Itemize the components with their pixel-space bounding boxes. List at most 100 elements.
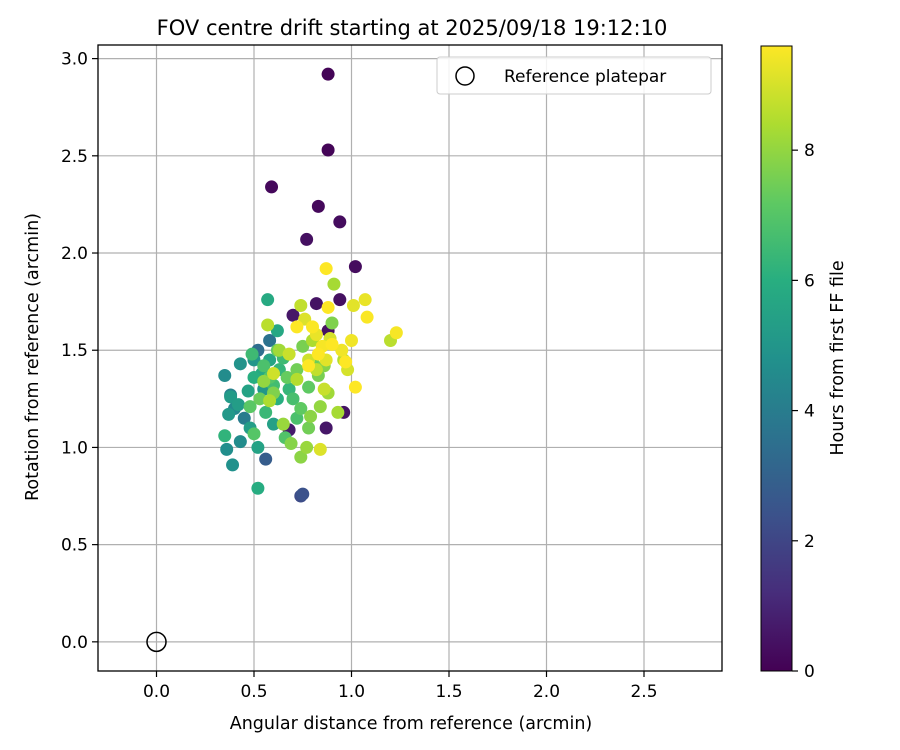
y-tick-label: 3.0 [61, 50, 88, 70]
data-point [243, 400, 257, 414]
data-point [259, 405, 273, 419]
x-axis-ticks: 0.0 0.5 1.0 1.5 2.0 2.5 [143, 671, 658, 702]
data-point [300, 440, 314, 454]
data-point [251, 440, 265, 454]
data-point [294, 450, 308, 464]
data-point [247, 370, 261, 384]
plot-frame [97, 44, 723, 672]
data-point [233, 435, 247, 449]
colorbar-tick-label: 0 [804, 662, 815, 682]
data-point [321, 67, 335, 81]
data-point [296, 339, 310, 353]
data-point [282, 382, 296, 396]
data-point [302, 380, 316, 394]
legend-entry-reference: Reference platepar [504, 67, 666, 87]
data-point [335, 343, 349, 357]
x-tick-label: 0.0 [143, 682, 170, 702]
data-point [231, 398, 245, 412]
x-tick-label: 2.0 [533, 682, 560, 702]
data-point [313, 400, 327, 414]
legend: Reference platepar [436, 56, 712, 95]
data-point [325, 316, 339, 330]
y-axis-ticks: 0.0 0.5 1.0 1.5 2.0 2.5 3.0 [61, 50, 98, 653]
data-point [358, 293, 372, 307]
data-point [317, 382, 331, 396]
data-point [302, 421, 316, 435]
data-point [233, 357, 247, 371]
data-point [284, 437, 298, 451]
x-tick-label: 1.0 [338, 682, 365, 702]
x-tick-label: 1.5 [435, 682, 462, 702]
grid [98, 45, 722, 671]
data-point [282, 347, 296, 361]
data-point [263, 334, 277, 348]
x-axis-label: Angular distance from reference (arcmin) [230, 714, 593, 734]
data-point [261, 293, 275, 307]
data-point [226, 458, 240, 472]
data-point [218, 429, 232, 443]
data-point [331, 405, 345, 419]
reference-marker-layer [146, 631, 167, 653]
data-point [265, 180, 279, 194]
data-point [286, 308, 300, 322]
data-point [251, 481, 265, 495]
data-point [339, 355, 353, 369]
x-tick-label: 0.5 [240, 682, 267, 702]
reference-point-marker [146, 631, 167, 653]
data-point [306, 320, 319, 334]
data-point [300, 232, 314, 246]
chart-title: FOV centre drift starting at 2025/09/18 … [157, 16, 668, 40]
y-tick-label: 2.5 [61, 147, 88, 167]
colorbar-tick-label: 8 [804, 141, 815, 161]
data-point [346, 299, 360, 313]
y-tick-label: 2.0 [61, 244, 88, 264]
data-point [325, 337, 339, 351]
data-point [294, 299, 308, 313]
colorbar-ticks: 0 2 4 6 8 [792, 141, 815, 682]
colorbar-gradient [760, 45, 793, 672]
y-tick-label: 0.0 [61, 633, 88, 653]
colorbar-tick-label: 2 [804, 532, 815, 552]
data-point [294, 402, 308, 416]
colorbar-tick-label: 6 [804, 271, 815, 291]
data-point [311, 199, 325, 213]
legend-box [436, 56, 712, 95]
legend-marker-icon [455, 66, 475, 86]
data-point [313, 442, 327, 456]
data-point [247, 427, 261, 441]
data-point [280, 370, 294, 384]
data-point [389, 326, 403, 340]
data-point [296, 487, 310, 501]
data-point [245, 347, 259, 361]
data-point [333, 293, 347, 307]
data-point [276, 417, 290, 431]
y-tick-label: 1.5 [61, 341, 88, 361]
data-point [321, 300, 335, 314]
data-point [218, 368, 232, 382]
data-point [237, 411, 251, 425]
y-axis-label: Rotation from reference (arcmin) [23, 213, 43, 501]
data-point [327, 277, 341, 291]
data-point [290, 411, 304, 425]
data-point [311, 347, 325, 361]
data-point [253, 392, 267, 406]
data-point [290, 320, 304, 334]
data-point [321, 143, 335, 157]
data-point [290, 363, 304, 377]
colorbar-label: Hours from first FF file [828, 260, 848, 455]
data-point [259, 452, 273, 466]
data-point [241, 384, 255, 398]
data-point [286, 392, 300, 406]
data-point [348, 260, 362, 274]
data-point [348, 380, 362, 394]
data-point [263, 394, 277, 408]
y-tick-label: 1.0 [61, 438, 88, 458]
colorbar: 0 2 4 6 8 Hours from first FF file [760, 45, 848, 682]
data-point [257, 374, 271, 388]
data-point [222, 407, 236, 421]
data-point [345, 334, 358, 348]
data-point [360, 310, 374, 324]
data-point [257, 359, 271, 373]
data-point [302, 359, 316, 373]
